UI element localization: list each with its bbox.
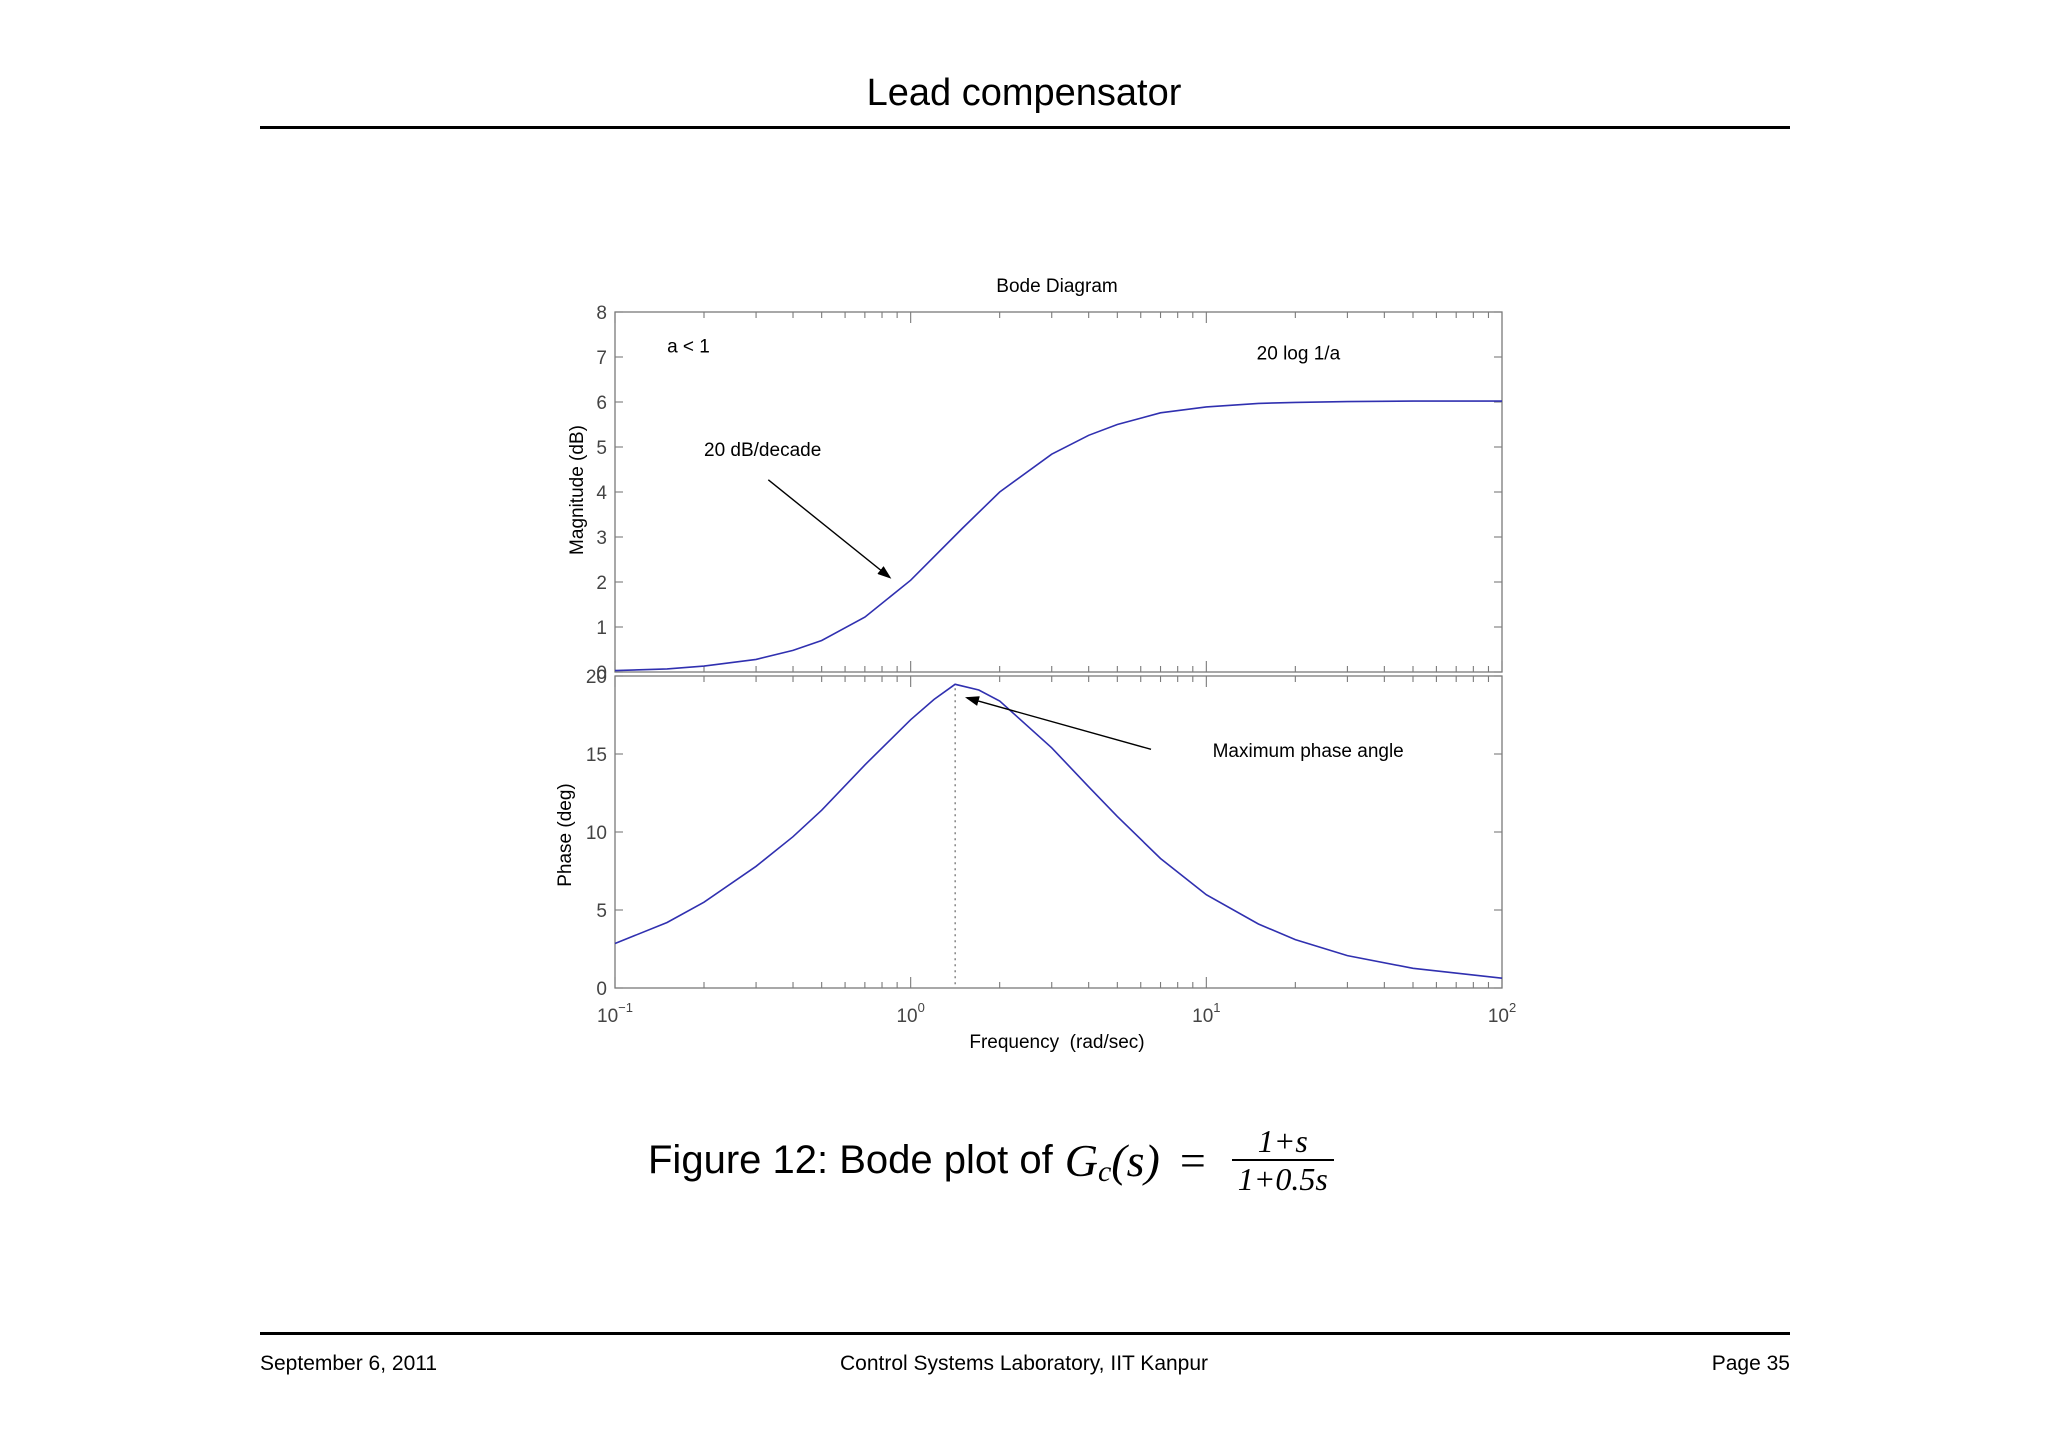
y-tick-label: 6 xyxy=(596,393,607,414)
footer-date: September 6, 2011 xyxy=(260,1352,438,1375)
magnitude-panel: 0 1 2 3 4 5 6 7 8 xyxy=(596,303,1503,684)
y-tick-label: 4 xyxy=(596,483,607,504)
y-tick-label: 15 xyxy=(586,745,607,766)
footer-lab: Control Systems Laboratory, IIT Kanpur xyxy=(839,1352,1209,1375)
x-tick-label: 10−1 xyxy=(597,1000,633,1027)
formula-fraction: 1+s 1+0.5s xyxy=(1231,1123,1334,1197)
y-tick-label: 2 xyxy=(596,573,607,594)
y-tick-label: 7 xyxy=(596,348,607,369)
header-rule xyxy=(260,126,1790,129)
y-tick-label: 5 xyxy=(596,901,607,922)
y-tick-label: 20 xyxy=(586,667,607,688)
footer-page-number: Page 35 xyxy=(1711,1352,1790,1375)
y-axis-label-magnitude: Magnitude (dB) xyxy=(567,425,588,555)
magnitude-frame xyxy=(614,311,1503,673)
phase-line xyxy=(614,683,1503,979)
y-tick-label: 10 xyxy=(586,823,607,844)
annotation-text: Maximum phase angle xyxy=(1213,741,1404,762)
formula-lhs-subscript: c xyxy=(1097,1155,1112,1188)
y-tick-label: 3 xyxy=(596,528,607,549)
x-tick-label: 102 xyxy=(1488,1000,1516,1027)
page-title: Lead compensator xyxy=(866,72,1182,114)
formula-lhs-argument: (s) xyxy=(1111,1134,1160,1186)
y-tick-label: 1 xyxy=(596,618,607,639)
footer-rule xyxy=(260,1332,1790,1335)
annotation-text: 20 log 1/a xyxy=(1257,343,1341,364)
annotation-text: 20 dB/decade xyxy=(704,440,821,461)
formula-numerator: 1+s xyxy=(1257,1123,1308,1159)
annotation-arrow xyxy=(767,479,892,579)
magnitude-line xyxy=(614,400,1502,672)
annotation-text: a < 1 xyxy=(667,337,710,358)
frequency-axis: 10−1 100 101 102 xyxy=(597,1000,1516,1027)
x-tick-label: 101 xyxy=(1192,1000,1220,1027)
caption-prefix: Figure 12: Bode plot of xyxy=(648,1137,1053,1182)
y-axis-label-phase: Phase (deg) xyxy=(555,783,576,887)
formula-denominator: 1+0.5s xyxy=(1231,1159,1334,1197)
x-axis-label: Frequency (rad/sec) xyxy=(969,1032,1144,1053)
y-tick-label: 5 xyxy=(596,438,607,459)
y-tick-label: 0 xyxy=(596,979,607,1000)
y-tick-label: 0 xyxy=(596,663,607,684)
annotations: a < 1 20 log 1/a 20 dB/decade Maximum phase… xyxy=(667,337,1404,763)
x-tick-label: 100 xyxy=(896,1000,924,1027)
formula-equals: = xyxy=(1179,1134,1206,1186)
chart-title: Bode Diagram xyxy=(996,276,1117,297)
y-tick-label: 8 xyxy=(596,303,607,324)
phase-panel: 0 5 10 15 20 xyxy=(586,667,1503,1000)
annotation-arrow xyxy=(965,696,1152,750)
formula-lhs: G xyxy=(1064,1134,1098,1186)
